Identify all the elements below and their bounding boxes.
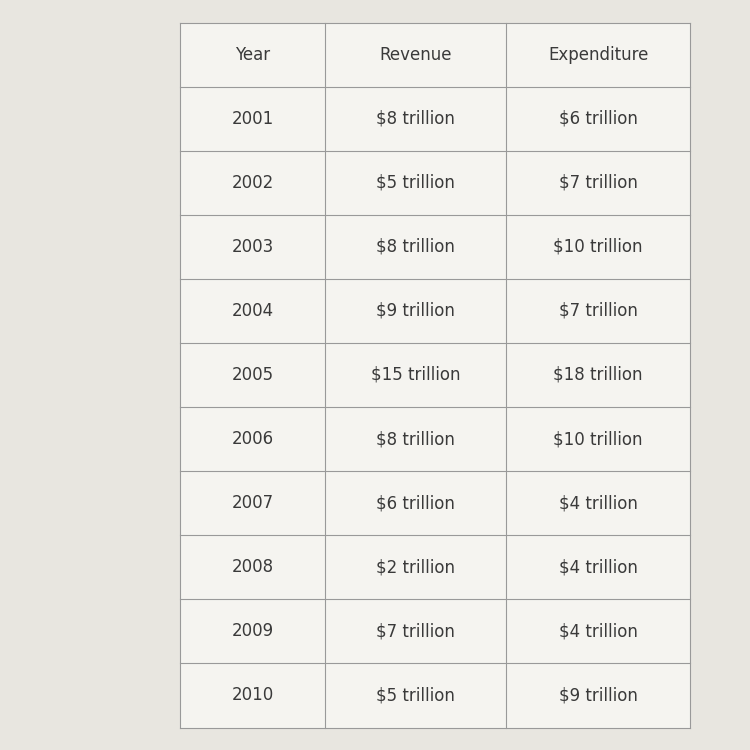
Text: $7 trillion: $7 trillion <box>559 302 638 320</box>
Text: $8 trillion: $8 trillion <box>376 110 455 128</box>
Text: $10 trillion: $10 trillion <box>554 238 643 256</box>
Text: 2001: 2001 <box>232 110 274 128</box>
Text: $18 trillion: $18 trillion <box>554 366 643 384</box>
Text: $6 trillion: $6 trillion <box>376 494 455 512</box>
Text: $8 trillion: $8 trillion <box>376 430 455 448</box>
Text: $2 trillion: $2 trillion <box>376 558 455 576</box>
Text: 2003: 2003 <box>232 238 274 256</box>
Text: $5 trillion: $5 trillion <box>376 174 455 192</box>
Text: 2010: 2010 <box>232 686 274 704</box>
Text: $4 trillion: $4 trillion <box>559 558 638 576</box>
Text: $5 trillion: $5 trillion <box>376 686 455 704</box>
Text: $8 trillion: $8 trillion <box>376 238 455 256</box>
Text: $6 trillion: $6 trillion <box>559 110 638 128</box>
Text: $7 trillion: $7 trillion <box>559 174 638 192</box>
Text: $10 trillion: $10 trillion <box>554 430 643 448</box>
Text: 2002: 2002 <box>232 174 274 192</box>
Text: 2007: 2007 <box>232 494 274 512</box>
Text: 2009: 2009 <box>232 622 274 640</box>
Text: Expenditure: Expenditure <box>548 46 649 64</box>
Text: Year: Year <box>235 46 270 64</box>
Bar <box>180 22 690 728</box>
Text: $9 trillion: $9 trillion <box>376 302 455 320</box>
Text: $7 trillion: $7 trillion <box>376 622 455 640</box>
Text: $9 trillion: $9 trillion <box>559 686 638 704</box>
Text: 2005: 2005 <box>232 366 274 384</box>
Text: $4 trillion: $4 trillion <box>559 494 638 512</box>
Text: 2006: 2006 <box>232 430 274 448</box>
Text: $4 trillion: $4 trillion <box>559 622 638 640</box>
Text: Revenue: Revenue <box>380 46 452 64</box>
Text: 2004: 2004 <box>232 302 274 320</box>
Text: $15 trillion: $15 trillion <box>371 366 460 384</box>
Text: 2008: 2008 <box>232 558 274 576</box>
